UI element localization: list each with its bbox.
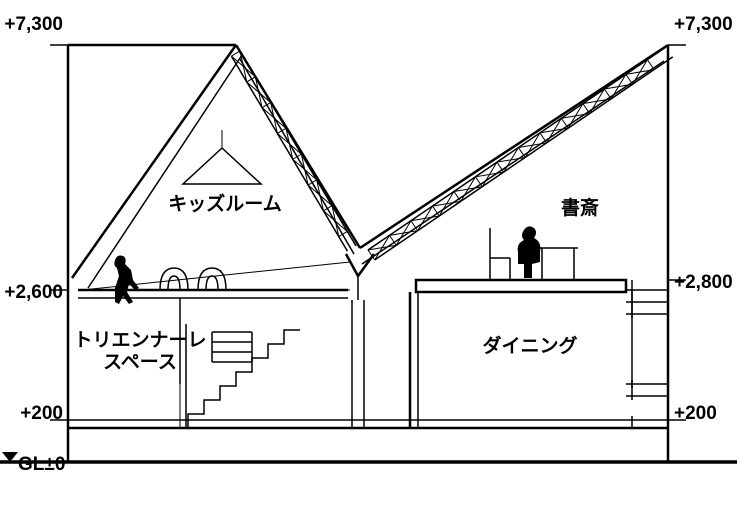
drawing-line <box>362 61 664 264</box>
drawing-line <box>547 118 562 143</box>
drawing-line <box>346 254 374 276</box>
label: +2,600 <box>4 282 63 303</box>
label: +200 <box>674 403 717 424</box>
drawing-line <box>583 104 590 114</box>
drawing-line <box>262 108 286 129</box>
room-label: トリエンナーレ <box>73 330 206 351</box>
drawing-line <box>88 55 242 288</box>
drawing-line <box>360 45 668 248</box>
drawing-line <box>231 56 347 251</box>
label: GL±0 <box>18 454 65 475</box>
drawing-line <box>368 47 666 250</box>
drawing-line <box>247 82 271 103</box>
drawing-line <box>72 45 236 278</box>
label: +7,300 <box>4 14 63 35</box>
room-label: ダイニング <box>482 334 577 357</box>
drawing-line <box>647 60 654 70</box>
drawing-line <box>604 89 611 99</box>
drawing-line <box>375 57 673 260</box>
drawing-line <box>626 74 633 84</box>
room-label: キッズルーム <box>168 192 281 215</box>
drawing-line <box>416 280 626 292</box>
pendant-lamp-icon <box>183 148 261 184</box>
room-label: 書斎 <box>561 196 599 219</box>
seated-figure-icon <box>518 226 541 278</box>
label: +2,800 <box>674 272 733 293</box>
drawing-line <box>561 118 568 128</box>
stairs <box>186 290 668 428</box>
room-label: スペース <box>103 352 177 373</box>
label: +200 <box>20 403 63 424</box>
label: +7,300 <box>674 14 733 35</box>
drawing-line <box>240 51 356 246</box>
stool-icon <box>198 268 226 290</box>
drawing-line <box>293 154 302 159</box>
child-figure-icon <box>114 256 139 305</box>
